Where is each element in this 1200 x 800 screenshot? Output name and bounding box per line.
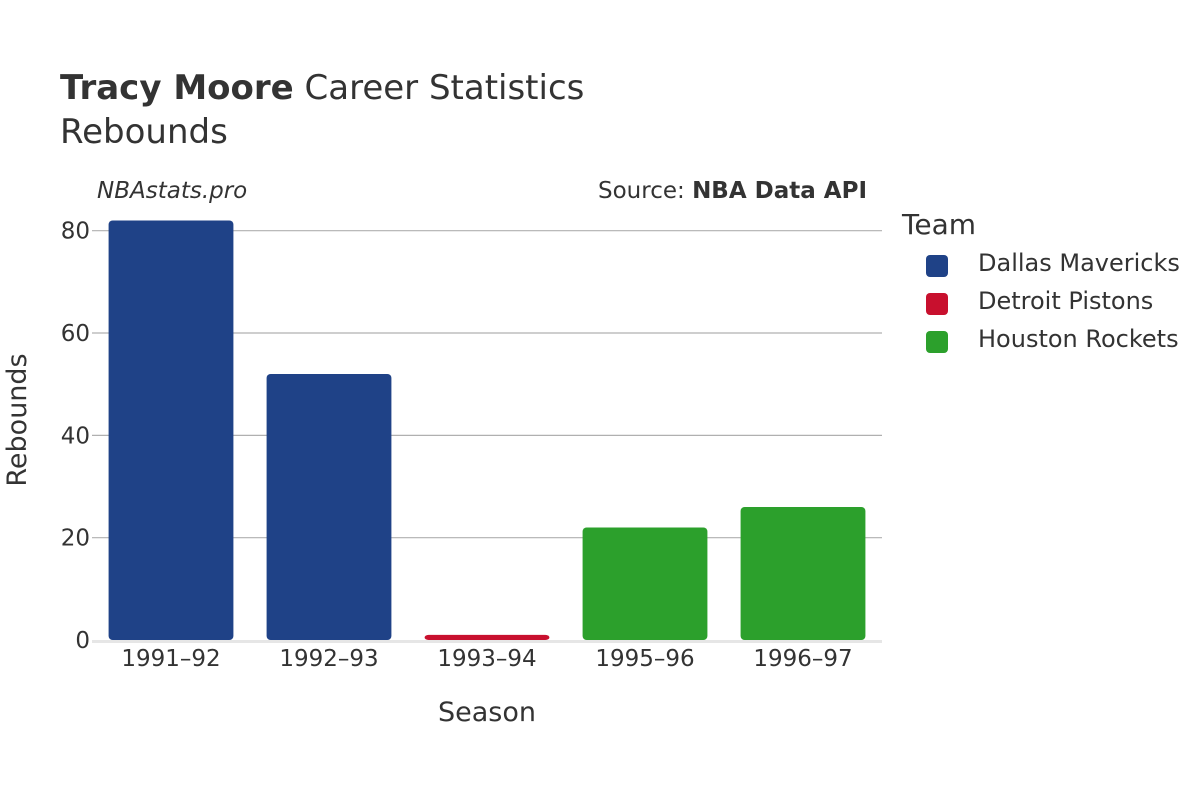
y-tick-label: 20 [61, 526, 90, 552]
legend-title: Team [902, 208, 977, 241]
bar [582, 527, 708, 640]
x-tick-label: 1996–97 [753, 646, 852, 672]
y-tick-label: 80 [61, 219, 90, 245]
title-rest: Career Statistics [304, 68, 585, 108]
y-tick-label: 0 [75, 628, 90, 654]
x-axis-label: Season [438, 697, 536, 728]
legend-item-houston[interactable]: Houston Rockets [902, 325, 1179, 363]
y-tick-label: 60 [61, 321, 90, 347]
y-tick-label: 40 [61, 423, 90, 449]
x-tick-label: 1993–94 [437, 646, 536, 672]
bar [108, 220, 234, 640]
y-tick-labels: 0 20 40 60 80 [61, 219, 90, 654]
chart-subtitle: Rebounds [60, 112, 228, 152]
chart-title: Tracy Moore Career Statistics [60, 68, 584, 108]
bar [424, 634, 550, 640]
x-tick-label: 1995–96 [595, 646, 694, 672]
legend-swatch [926, 293, 948, 315]
legend-label: Houston Rockets [978, 325, 1179, 353]
bar [266, 373, 392, 640]
site-credit: NBAstats.pro [97, 178, 248, 204]
title-player-name: Tracy Moore [60, 68, 294, 108]
legend: Team Dallas Mavericks Detroit Pistons Ho… [902, 208, 1180, 363]
y-axis-label: Rebounds [2, 353, 33, 486]
legend-label: Dallas Mavericks [978, 249, 1180, 277]
legend-label: Detroit Pistons [978, 287, 1154, 315]
legend-swatch [926, 255, 948, 277]
x-tick-label: 1991–92 [121, 646, 220, 672]
source-name: NBA Data API [692, 178, 867, 204]
bars [108, 220, 866, 640]
legend-swatch [926, 331, 948, 353]
bar [740, 506, 866, 640]
legend-item-dallas[interactable]: Dallas Mavericks [902, 249, 1180, 287]
source-prefix: Source: [598, 178, 685, 204]
source-credit: Source: NBA Data API [598, 178, 867, 204]
x-tick-labels: 1991–92 1992–93 1993–94 1995–96 1996–97 [121, 646, 852, 672]
legend-item-detroit[interactable]: Detroit Pistons [902, 287, 1153, 325]
x-tick-label: 1992–93 [279, 646, 378, 672]
